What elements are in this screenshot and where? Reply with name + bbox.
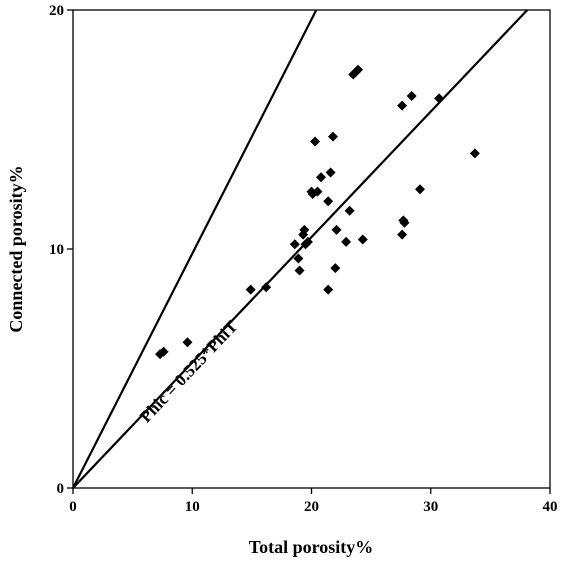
y-tick-label: 10 <box>49 242 64 258</box>
y-tick-label: 0 <box>57 481 65 497</box>
x-tick-label: 40 <box>543 499 558 515</box>
data-point <box>330 263 341 274</box>
data-point <box>310 136 321 147</box>
x-tick-label: 10 <box>185 499 200 515</box>
x-axis-title: Total porosity% <box>249 537 374 557</box>
data-point <box>399 217 410 228</box>
trend-line-0 <box>73 10 529 488</box>
data-point <box>245 284 256 295</box>
data-point <box>316 172 327 183</box>
data-point <box>327 131 338 142</box>
data-point <box>293 253 304 264</box>
data-point <box>294 265 305 276</box>
y-tick-label: 20 <box>49 3 64 19</box>
data-point <box>397 100 408 111</box>
data-point <box>331 224 342 235</box>
data-point <box>323 196 334 207</box>
data-point <box>434 93 445 104</box>
data-points <box>155 64 480 360</box>
y-axis-title: Connected porosity% <box>6 165 26 332</box>
axis-ticks: 0 10 20 30 40 0 10 20 <box>49 3 558 515</box>
data-point <box>325 167 336 178</box>
data-point <box>357 234 368 245</box>
data-point <box>302 236 313 247</box>
data-point <box>415 184 426 195</box>
data-point <box>182 337 193 348</box>
data-point <box>341 236 352 247</box>
data-point <box>289 239 300 250</box>
x-tick-label: 0 <box>69 499 77 515</box>
data-point <box>406 91 417 102</box>
trend-line-1 <box>73 10 318 488</box>
trend-lines <box>73 10 529 488</box>
x-tick-label: 20 <box>304 499 319 515</box>
data-point <box>344 205 355 216</box>
data-point <box>469 148 480 159</box>
data-point <box>353 64 364 75</box>
x-tick-label: 30 <box>423 499 438 515</box>
data-point <box>397 229 408 240</box>
data-point <box>299 224 310 235</box>
data-point <box>158 346 169 357</box>
data-point <box>312 186 323 197</box>
data-point <box>323 284 334 295</box>
data-point <box>261 282 272 293</box>
